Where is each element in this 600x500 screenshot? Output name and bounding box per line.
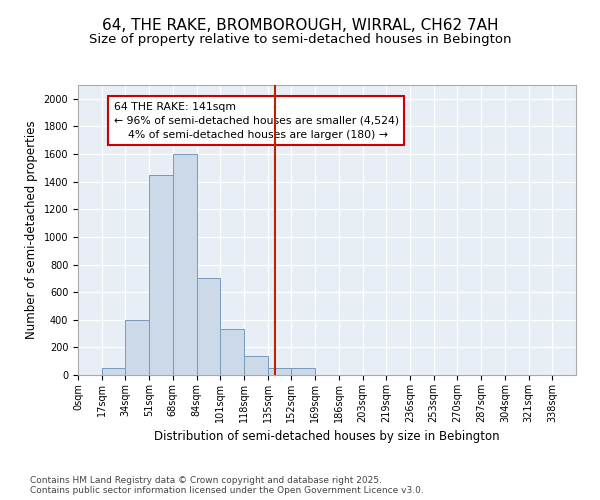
Bar bbox=[197, 278, 220, 375]
X-axis label: Distribution of semi-detached houses by size in Bebington: Distribution of semi-detached houses by … bbox=[154, 430, 500, 444]
Bar bbox=[244, 356, 268, 375]
Text: 64 THE RAKE: 141sqm
← 96% of semi-detached houses are smaller (4,524)
    4% of : 64 THE RAKE: 141sqm ← 96% of semi-detach… bbox=[113, 102, 398, 140]
Bar bbox=[220, 330, 244, 375]
Text: Contains HM Land Registry data © Crown copyright and database right 2025.
Contai: Contains HM Land Registry data © Crown c… bbox=[30, 476, 424, 495]
Text: Size of property relative to semi-detached houses in Bebington: Size of property relative to semi-detach… bbox=[89, 32, 511, 46]
Text: 64, THE RAKE, BROMBOROUGH, WIRRAL, CH62 7AH: 64, THE RAKE, BROMBOROUGH, WIRRAL, CH62 … bbox=[102, 18, 498, 32]
Bar bbox=[173, 154, 197, 375]
Bar bbox=[292, 368, 315, 375]
Bar bbox=[268, 368, 292, 375]
Bar bbox=[125, 320, 149, 375]
Bar bbox=[149, 175, 173, 375]
Y-axis label: Number of semi-detached properties: Number of semi-detached properties bbox=[25, 120, 38, 340]
Bar bbox=[102, 368, 125, 375]
